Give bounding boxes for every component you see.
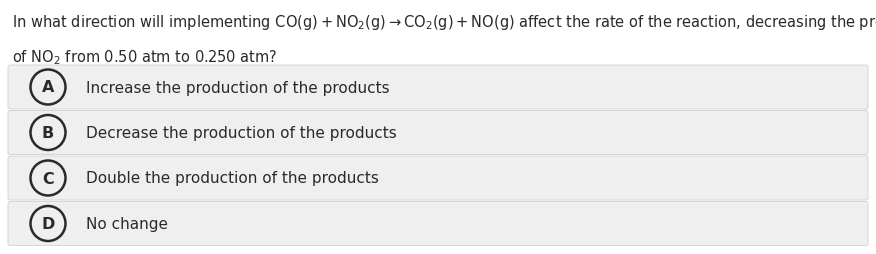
Text: D: D	[41, 216, 54, 231]
FancyBboxPatch shape	[8, 156, 868, 200]
Text: In what direction will implementing $\mathregular{CO(g)+NO_2(g)\rightarrow CO_2(: In what direction will implementing $\ma…	[12, 13, 876, 32]
Text: C: C	[42, 171, 54, 186]
Text: A: A	[42, 80, 54, 95]
Text: Double the production of the products: Double the production of the products	[86, 171, 379, 186]
Text: B: B	[42, 125, 54, 140]
FancyBboxPatch shape	[8, 202, 868, 246]
Text: No change: No change	[86, 216, 168, 231]
FancyBboxPatch shape	[8, 66, 868, 109]
Text: of $\mathregular{NO_2}$ from 0.50 atm to 0.250 atm?: of $\mathregular{NO_2}$ from 0.50 atm to…	[12, 48, 278, 67]
Text: Increase the production of the products: Increase the production of the products	[86, 80, 390, 95]
Text: Decrease the production of the products: Decrease the production of the products	[86, 125, 397, 140]
FancyBboxPatch shape	[8, 111, 868, 155]
